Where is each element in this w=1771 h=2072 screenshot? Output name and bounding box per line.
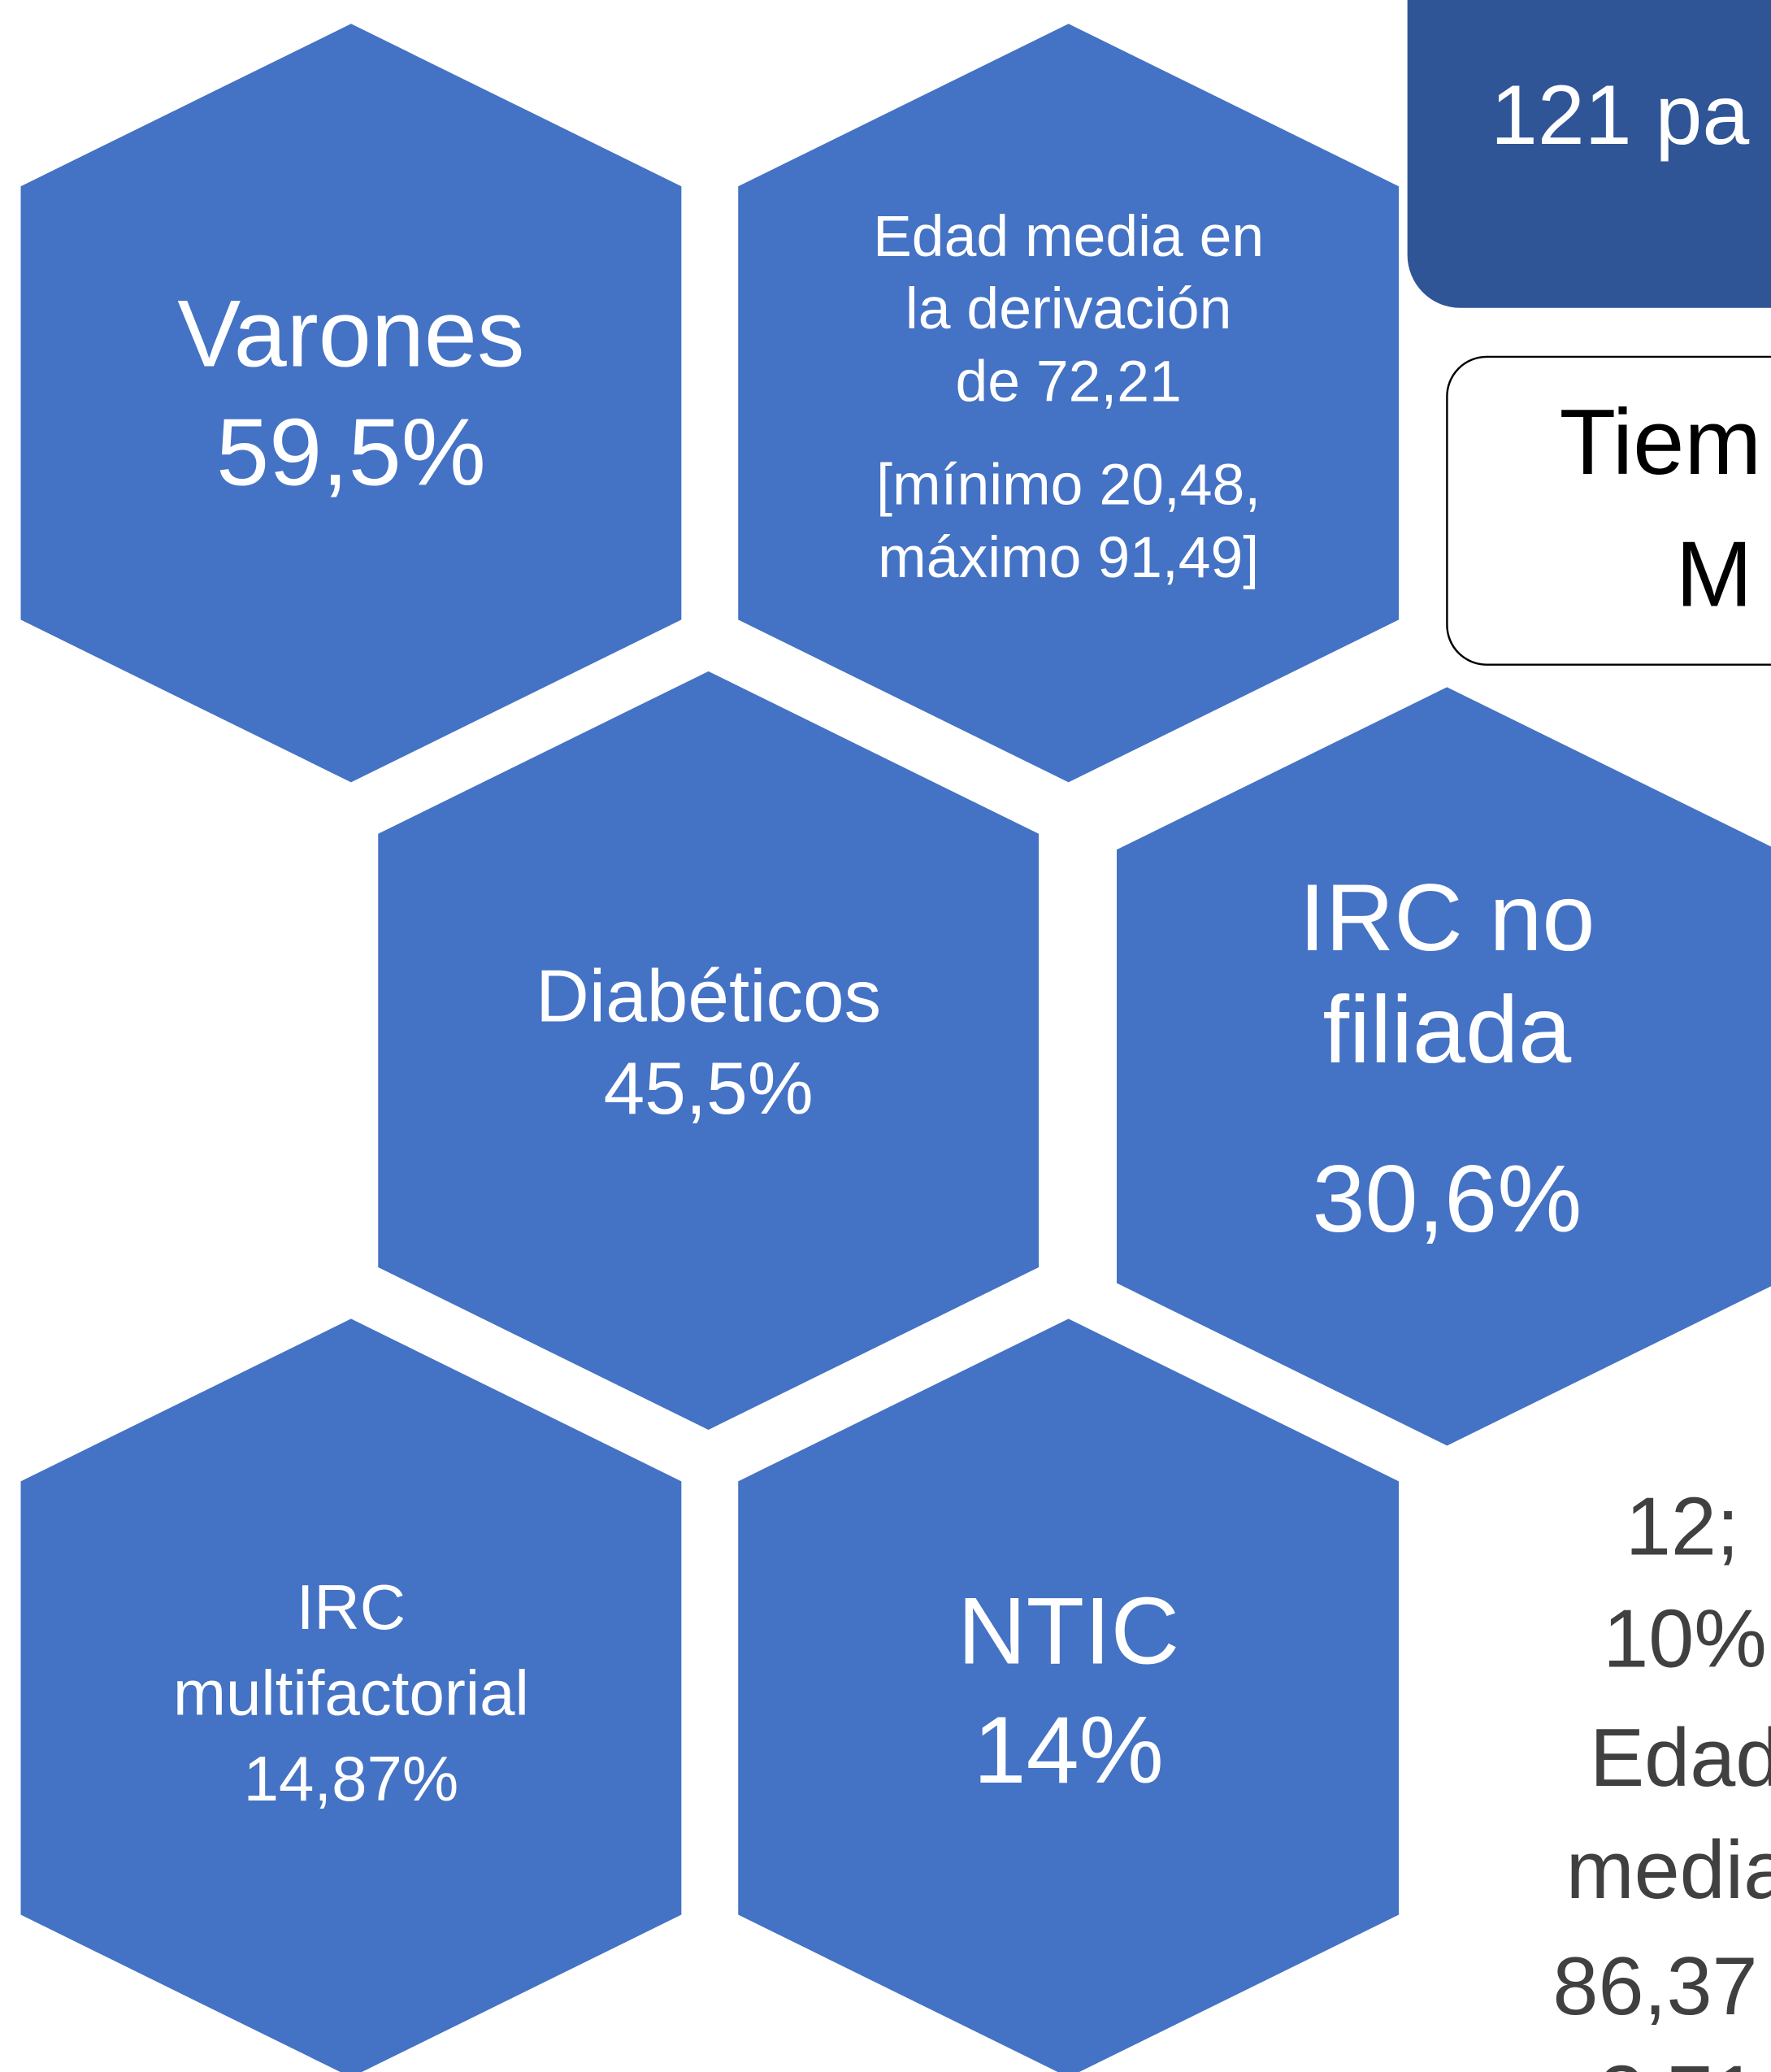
hexagon [738, 1318, 1400, 2072]
hexagon-text: multifactorial [173, 1657, 529, 1729]
side-text: 86,37 [1552, 1941, 1757, 2032]
hexagon [20, 24, 682, 783]
hexagon-text: filiada [1323, 976, 1573, 1083]
hexagon-text: de 72,21 [955, 350, 1181, 415]
hexagon-text: 45,5% [604, 1048, 814, 1130]
outline-box-text: M [1676, 523, 1753, 626]
hexagon-text: máximo 91,49] [878, 525, 1259, 590]
hexagon-text: Varones [177, 280, 524, 386]
hexagon [378, 671, 1040, 1430]
side-text: media [1566, 1825, 1771, 1916]
hexagon-text: 14% [974, 1696, 1164, 1803]
hexagon [1116, 687, 1771, 1446]
side-text: 12; [1626, 1481, 1739, 1572]
outline-box [1446, 355, 1771, 666]
hexagon [738, 24, 1400, 783]
hexagon-text: IRC no [1299, 864, 1595, 971]
hexagon-text: NTIC [957, 1578, 1179, 1684]
top-box-text: 121 pa [1491, 68, 1749, 163]
hexagon [20, 1318, 682, 2072]
hexagon-text: 30,6% [1312, 1145, 1582, 1252]
outline-box-text: Tiem [1560, 391, 1762, 494]
hexagon-text: Edad media en [873, 204, 1264, 269]
hexagon-text: 14,87% [244, 1743, 459, 1814]
hexagon-text: 59,5% [216, 399, 486, 506]
hexagon-text: IRC [297, 1571, 406, 1643]
side-text: 3,71 [1599, 2049, 1758, 2072]
hexagon-text: la derivación [905, 276, 1232, 341]
top-box [1407, 0, 1771, 308]
hexagon-text: [mínimo 20,48, [876, 452, 1261, 517]
side-text: 10% [1603, 1594, 1767, 1685]
hexagon-text: Diabéticos [536, 955, 881, 1037]
side-text: Edad [1590, 1713, 1771, 1804]
